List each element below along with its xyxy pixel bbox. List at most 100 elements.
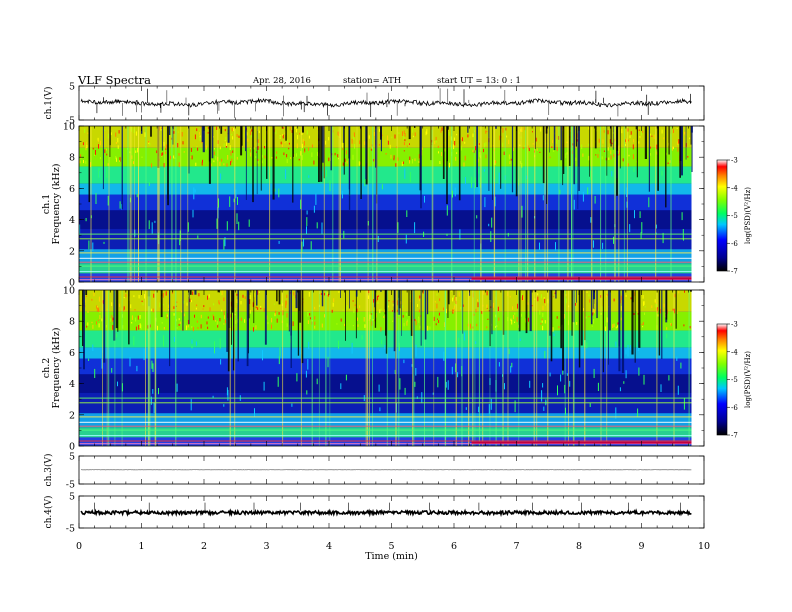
ch2-spec-speckle (191, 345, 193, 349)
ch2-spec-speckle (188, 295, 189, 297)
ch1-spec-speckle (151, 222, 153, 234)
ch2-spec-speckle (541, 318, 543, 321)
ch1-spec-speckle (92, 147, 94, 150)
ch1-spec-sferic-bright (367, 126, 369, 282)
ch1-spec-speckle (640, 232, 642, 239)
ch1-spec-y-tick-label: 10 (63, 122, 75, 133)
ch2-spec-speckle (257, 307, 259, 310)
ch2-spec-speckle (414, 381, 416, 387)
ch1-spec-sferic-dark (430, 126, 432, 161)
ch1-spec-speckle (232, 150, 234, 153)
ch2-spec-speckle (139, 315, 141, 319)
ch1-spec-sferic-bright (431, 126, 433, 282)
ch2-spec-speckle (292, 321, 294, 326)
ch1-spec-speckle (403, 130, 405, 134)
ch1-spec-speckle (165, 151, 167, 154)
ch1-spec-speckle (391, 136, 393, 139)
ch2-spec-speckle (240, 301, 242, 305)
ch2-spec-narrowband-line (79, 435, 692, 437)
ch1-spec-speckle (454, 187, 456, 197)
ch1-spec-colorbar-tick-label: -5 (731, 212, 738, 220)
ch1-spec-speckle (385, 153, 387, 155)
ch2-spec-speckle (86, 295, 87, 297)
ch1-spec-speckle (261, 160, 263, 164)
ch1-spec-speckle (625, 139, 627, 142)
ch1-spec-speckle (86, 145, 88, 148)
ch2-spec-speckle (326, 292, 328, 295)
ch2-spec-speckle (190, 399, 192, 411)
ch2-spec-speckle (151, 360, 153, 369)
ch2-spec-speckle (369, 314, 371, 320)
ch1-spec-speckle (306, 210, 308, 215)
ch1-spec-speckle (255, 156, 257, 159)
ch1-spec-speckle (681, 212, 683, 221)
ch2-spec-sferic-bright (507, 290, 509, 446)
ch2-spec-speckle (202, 308, 204, 310)
ch1-spec-sferic-dark (492, 126, 493, 200)
ch1-spec-speckle (115, 156, 117, 160)
ch1-spec-speckle (424, 195, 425, 203)
ch1-spec-sferic-dark (573, 126, 576, 185)
ch2-spec-speckle (553, 296, 554, 298)
ch2-spec-sferic-dark (194, 290, 197, 295)
ch1-spec-speckle (199, 132, 200, 135)
ch1-spec-speckle (271, 157, 273, 159)
ch1-spec-speckle (321, 222, 323, 235)
ch1-spec-speckle (281, 134, 283, 136)
ch2-spec-speckle (289, 339, 291, 343)
ch1-spec-speckle (520, 128, 522, 132)
ch2-spec-sferic-bright (502, 290, 504, 446)
ch2-spec-speckle (406, 321, 408, 326)
ch1-spec-speckle (370, 148, 372, 151)
ch2-spec-sferic-dark (188, 290, 190, 325)
ch2-spec-speckle (340, 318, 342, 322)
ch2-spec-speckle (125, 293, 127, 298)
ch2-spec-sferic-bright (234, 290, 236, 446)
ch1-spec-sferic-dark (442, 126, 445, 179)
ch2-spec-speckle (138, 294, 140, 299)
ch1-spec-sferic-bright (558, 126, 560, 282)
ch1-spec-speckle (165, 144, 167, 149)
ch1-spec-speckle (284, 132, 286, 134)
ch1-spec-sferic-dark (488, 126, 490, 191)
ch2-spec-speckle (324, 292, 325, 296)
ch1-spec-sferic-bright (572, 126, 574, 282)
ch1-spec-sferic-dark (589, 126, 590, 177)
ch1-spec-speckle (379, 128, 380, 132)
ch1-spec-speckle (638, 141, 640, 144)
ch2-spec-speckle (521, 313, 522, 317)
ch1-spec-speckle (483, 169, 485, 172)
ch2-spec-speckle (152, 389, 154, 394)
ch1-spec-speckle (414, 222, 416, 234)
ch2-spec-speckle (375, 313, 377, 318)
ch1-spec-sferic-dark (515, 126, 518, 197)
ch1-spec-sferic-dark (545, 126, 548, 134)
ch2-spec-speckle (601, 306, 603, 311)
ch2-spec-speckle (478, 406, 480, 413)
ch2-spec-sferic-dark (590, 290, 593, 325)
ch2-spec-speckle (588, 316, 590, 318)
ch2-spec-speckle (178, 318, 180, 321)
ch1-spec-speckle (439, 161, 441, 163)
ch2-spec-colorbar-tick-label: -5 (731, 376, 738, 384)
ch1-spec-speckle (687, 155, 689, 158)
ch1-spec-sferic-dark (172, 126, 174, 145)
ch1-spec-speckle (397, 222, 399, 233)
ch1-spec-speckle (257, 139, 259, 144)
ch2-spec-speckle (375, 300, 377, 302)
ch2-spec-sferic-dark (634, 290, 636, 363)
ch1-spec-sferic-dark (365, 126, 367, 179)
ch2-spec-speckle (357, 324, 359, 327)
ch1-spec-speckle (110, 132, 112, 136)
ch2-spec-sferic-dark (355, 290, 358, 297)
ch1-spec-speckle (431, 126, 433, 130)
ch1-spec-speckle (179, 230, 181, 241)
ch1-spec-speckle (467, 134, 469, 138)
ch2-spec-speckle (592, 308, 594, 313)
ch2-spec-sferic-dark (297, 290, 300, 356)
ch2-spec-speckle (453, 296, 455, 300)
ch1-spec-y-label: ch.1Frequency (kHz) (41, 164, 62, 245)
ch2-spec-speckle (486, 326, 488, 329)
ch2-spec-speckle (655, 302, 657, 304)
ch2-spec-colorbar-tick-label: -4 (731, 348, 738, 356)
